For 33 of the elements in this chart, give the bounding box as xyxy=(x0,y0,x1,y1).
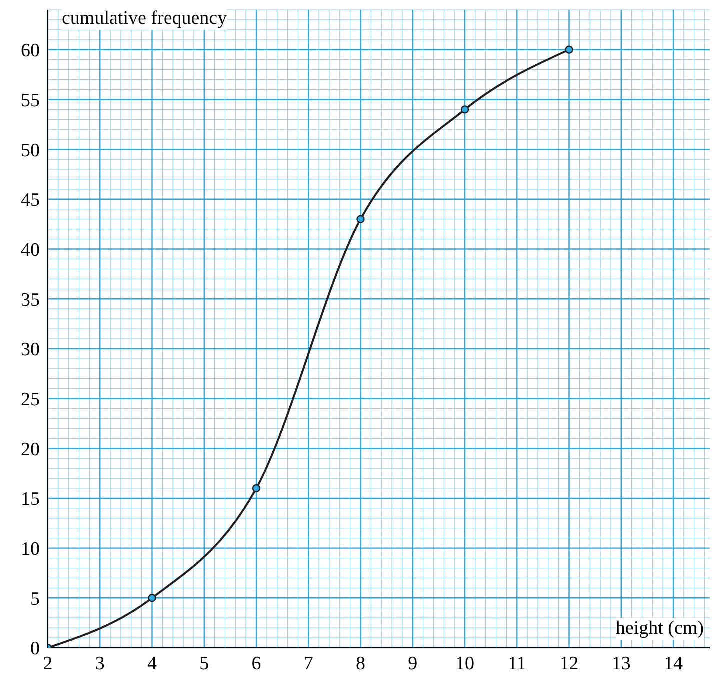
x-tick-label: 6 xyxy=(252,653,262,674)
y-tick-label: 25 xyxy=(21,390,40,411)
y-tick-label: 15 xyxy=(21,489,40,510)
x-tick-label: 13 xyxy=(612,653,631,674)
y-tick-label: 20 xyxy=(21,439,40,460)
x-tick-label: 3 xyxy=(95,653,105,674)
x-tick-label: 10 xyxy=(456,653,475,674)
x-tick-label: 12 xyxy=(560,653,579,674)
x-tick-label: 11 xyxy=(508,653,526,674)
y-tick-label: 45 xyxy=(21,190,40,212)
y-tick-label: 5 xyxy=(30,588,40,610)
point xyxy=(565,46,574,54)
x-tick-label: 2 xyxy=(43,653,53,674)
point xyxy=(460,106,470,114)
point xyxy=(148,594,156,602)
point xyxy=(252,484,261,493)
y-axis-title: cumulative frequency xyxy=(62,8,228,30)
y-tick-label: 35 xyxy=(21,290,40,311)
y-tick-label: 30 xyxy=(21,340,40,361)
y-tick-label: 40 xyxy=(21,240,40,261)
x-axis-title: height (cm) xyxy=(616,618,704,640)
x-tick-label: 8 xyxy=(356,653,366,674)
x-tick-label: 9 xyxy=(408,653,418,674)
x-tick-label: 7 xyxy=(304,653,314,674)
y-tick-label: 10 xyxy=(21,539,40,560)
y-tick-label: 60 xyxy=(21,40,40,62)
x-tick-label: 14 xyxy=(664,653,684,674)
y-tick-label: 50 xyxy=(21,140,40,162)
x-tick-label: 5 xyxy=(200,653,210,674)
x-tick-label: 4 xyxy=(148,653,158,674)
point xyxy=(356,215,365,224)
y-tick-label: 55 xyxy=(21,90,40,112)
y-tick-label: 0 xyxy=(30,638,40,660)
